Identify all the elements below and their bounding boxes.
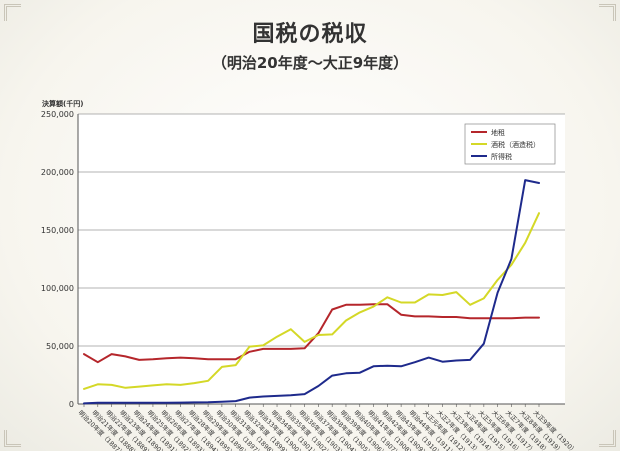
series-line <box>83 212 540 390</box>
corner-ornament <box>4 4 21 21</box>
legend-entry: 地租 <box>491 128 505 137</box>
y-axis-label: 決算額(千円) <box>42 99 83 108</box>
legend-entry: 酒税（酒造税） <box>491 140 540 149</box>
y-tick-label: 250,000 <box>41 110 74 119</box>
y-tick-label: 50,000 <box>46 342 74 351</box>
y-tick-label: 200,000 <box>41 168 74 177</box>
legend-entry: 所得税 <box>491 152 512 161</box>
chart-title: 国税の税収 <box>252 22 368 47</box>
corner-ornament <box>599 4 616 21</box>
corner-ornament <box>599 430 616 447</box>
y-tick-label: 150,000 <box>41 226 74 235</box>
y-tick-label: 0 <box>69 400 74 409</box>
series-line <box>83 179 540 405</box>
series-line <box>83 303 540 364</box>
chart-subtitle: （明治20年度〜大正9年度） <box>211 54 409 72</box>
y-tick-label: 100,000 <box>41 284 74 293</box>
corner-ornament <box>4 430 21 447</box>
